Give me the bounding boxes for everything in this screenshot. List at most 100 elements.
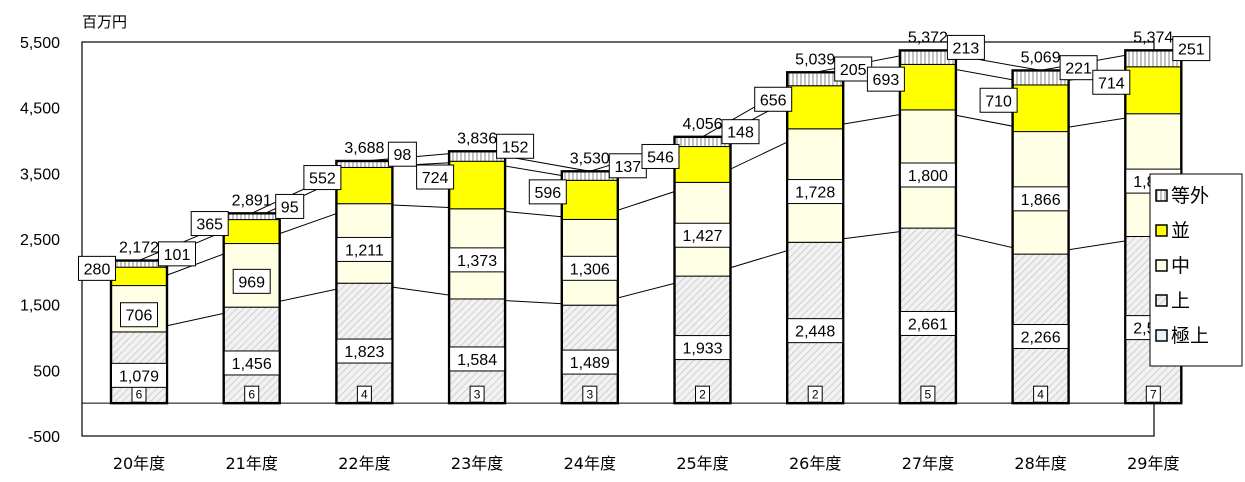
y-tick-label: 2,500 bbox=[20, 232, 60, 249]
label-jo-box bbox=[787, 318, 844, 344]
label-jo-box bbox=[111, 362, 167, 388]
y-tick-label: 5,500 bbox=[20, 35, 60, 52]
label-togai: 95 bbox=[281, 199, 299, 216]
label-nami: 596 bbox=[534, 185, 561, 202]
y-axis-unit-label: 百万円 bbox=[82, 13, 127, 31]
label-togai-box bbox=[496, 133, 535, 159]
x-axis-categories: 20年度 21年度 22年度 23年度 24年度 25年度 26年度 27年度 28年度 29年度 bbox=[113, 454, 1180, 473]
bar-outline bbox=[673, 135, 732, 405]
label-nami-box bbox=[754, 86, 793, 112]
x-category-label: 22年度 bbox=[338, 454, 390, 473]
total-label: 3,688 bbox=[344, 140, 384, 157]
bar-outline bbox=[447, 150, 507, 405]
label-chu-box bbox=[120, 302, 158, 328]
label-togai-box bbox=[1172, 36, 1211, 62]
label-jo-box bbox=[674, 335, 731, 361]
bar-segment-nami bbox=[674, 146, 731, 183]
label-chu-box bbox=[449, 247, 506, 273]
label-chu-box bbox=[674, 222, 731, 248]
total-label: 2,172 bbox=[119, 240, 159, 257]
label-chu-box bbox=[561, 255, 618, 281]
label-togai: 137 bbox=[614, 159, 641, 176]
label-chu: 1,427 bbox=[682, 228, 722, 245]
label-nami: 365 bbox=[196, 217, 223, 234]
label-jo: 2,448 bbox=[795, 324, 835, 341]
legend-swatch-togai bbox=[1155, 189, 1168, 202]
label-togai: 213 bbox=[953, 40, 980, 57]
label-chu-box bbox=[787, 179, 844, 205]
label-nami: 552 bbox=[309, 171, 336, 188]
bar-segment-nami bbox=[786, 85, 844, 130]
label-togai: 205 bbox=[840, 62, 867, 79]
label-gokujo: 6 bbox=[248, 388, 255, 402]
label-gokujo-box bbox=[920, 385, 936, 403]
label-jo-box bbox=[561, 349, 618, 375]
bar-segment-nami bbox=[899, 63, 957, 111]
label-gokujo: 7 bbox=[1150, 388, 1157, 402]
label-gokujo-box bbox=[356, 385, 372, 403]
y-tick-label: -500 bbox=[28, 429, 60, 446]
series-line-chu bbox=[138, 109, 1154, 287]
bar-segment-nami bbox=[335, 166, 393, 205]
x-category-label: 26年度 bbox=[789, 454, 841, 473]
label-chu: 1,373 bbox=[457, 253, 497, 270]
label-gokujo: 6 bbox=[136, 388, 143, 402]
label-nami-box bbox=[1092, 69, 1131, 95]
y-tick-label: 3,500 bbox=[20, 166, 60, 183]
label-chu: 1,728 bbox=[795, 185, 835, 202]
total-label: 3,530 bbox=[570, 150, 610, 167]
label-nami-box bbox=[303, 165, 342, 191]
x-category-label: 29年度 bbox=[1127, 454, 1179, 473]
legend-label-gokujo: 極上 bbox=[1171, 325, 1209, 347]
label-nami-box bbox=[416, 164, 455, 190]
label-chu-box bbox=[1012, 186, 1069, 212]
y-tick-label: 4,500 bbox=[20, 101, 60, 118]
label-togai: 152 bbox=[502, 139, 529, 156]
label-jo: 1,456 bbox=[232, 356, 272, 373]
bar-segment-nami bbox=[223, 219, 281, 245]
y-axis: 5,500 4,500 3,500 2,500 1,500 500 -500 bbox=[20, 35, 60, 446]
label-togai: 221 bbox=[1065, 61, 1092, 78]
label-gokujo-box bbox=[582, 385, 598, 403]
label-gokujo-box bbox=[1145, 385, 1161, 403]
label-chu: 1,800 bbox=[908, 168, 948, 185]
label-jo-box bbox=[899, 310, 956, 336]
total-label: 5,039 bbox=[795, 51, 835, 68]
total-label: 4,056 bbox=[682, 116, 722, 133]
label-jo: 1,933 bbox=[682, 341, 722, 358]
label-togai: 101 bbox=[164, 247, 191, 264]
legend-label-jo: 上 bbox=[1171, 290, 1190, 312]
label-nami-box bbox=[979, 87, 1018, 113]
label-togai-box bbox=[721, 119, 760, 145]
label-chu: 1,211 bbox=[345, 242, 384, 259]
x-category-label: 24年度 bbox=[564, 454, 616, 473]
label-togai-box bbox=[834, 56, 873, 82]
label-nami: 656 bbox=[760, 92, 787, 109]
data-labels: 6 1,079 706 280 101 2,172 6 1,456 969 365 95 2,891 4… bbox=[78, 29, 1211, 403]
label-chu: 706 bbox=[126, 308, 153, 325]
total-label: 5,374 bbox=[1133, 29, 1173, 46]
bar-outline bbox=[786, 71, 845, 405]
label-nami: 546 bbox=[647, 149, 674, 166]
label-gokujo: 2 bbox=[699, 388, 706, 402]
x-category-label: 27年度 bbox=[902, 454, 954, 473]
label-togai-box bbox=[1059, 55, 1098, 81]
label-nami: 724 bbox=[422, 170, 449, 187]
legend-label-chu: 中 bbox=[1171, 255, 1190, 277]
label-gokujo-box bbox=[807, 385, 823, 403]
label-togai: 251 bbox=[1178, 42, 1205, 59]
label-jo-box bbox=[336, 338, 393, 364]
bar-outline bbox=[109, 259, 169, 405]
label-jo-box bbox=[223, 350, 280, 376]
label-nami-box bbox=[78, 255, 116, 281]
label-jo: 1,079 bbox=[119, 368, 159, 385]
bar-segment-nami bbox=[1012, 84, 1070, 133]
label-jo: 2,661 bbox=[908, 316, 948, 333]
label-jo-box bbox=[1012, 324, 1069, 350]
label-gokujo: 5 bbox=[925, 388, 932, 402]
legend-label-nami: 並 bbox=[1171, 220, 1190, 242]
label-chu: 1,866 bbox=[1021, 192, 1061, 209]
label-nami-box bbox=[528, 179, 567, 205]
